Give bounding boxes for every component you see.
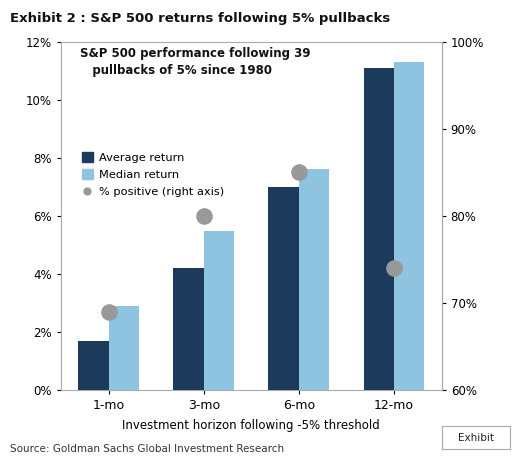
Text: Source: Goldman Sachs Global Investment Research: Source: Goldman Sachs Global Investment … [10, 444, 284, 454]
Bar [174, 268, 204, 390]
Point [199, 213, 208, 220]
Text: Exhibit: Exhibit [458, 432, 494, 443]
Point [295, 169, 303, 176]
Bar [363, 68, 394, 390]
Bar [78, 341, 108, 390]
Bar [268, 187, 299, 390]
Point [390, 265, 398, 272]
Text: S&P 500 performance following 39
   pullbacks of 5% since 1980: S&P 500 performance following 39 pullbac… [80, 47, 311, 77]
Bar [204, 231, 234, 390]
Bar [299, 170, 329, 390]
X-axis label: Investment horizon following -5% threshold: Investment horizon following -5% thresho… [122, 419, 380, 432]
Bar [394, 62, 424, 390]
Text: Exhibit 2 : S&P 500 returns following 5% pullbacks: Exhibit 2 : S&P 500 returns following 5%… [10, 12, 390, 24]
Legend: Average return, Median return, % positive (right axis): Average return, Median return, % positiv… [82, 152, 224, 197]
Bar [108, 306, 139, 390]
Point [104, 308, 113, 316]
